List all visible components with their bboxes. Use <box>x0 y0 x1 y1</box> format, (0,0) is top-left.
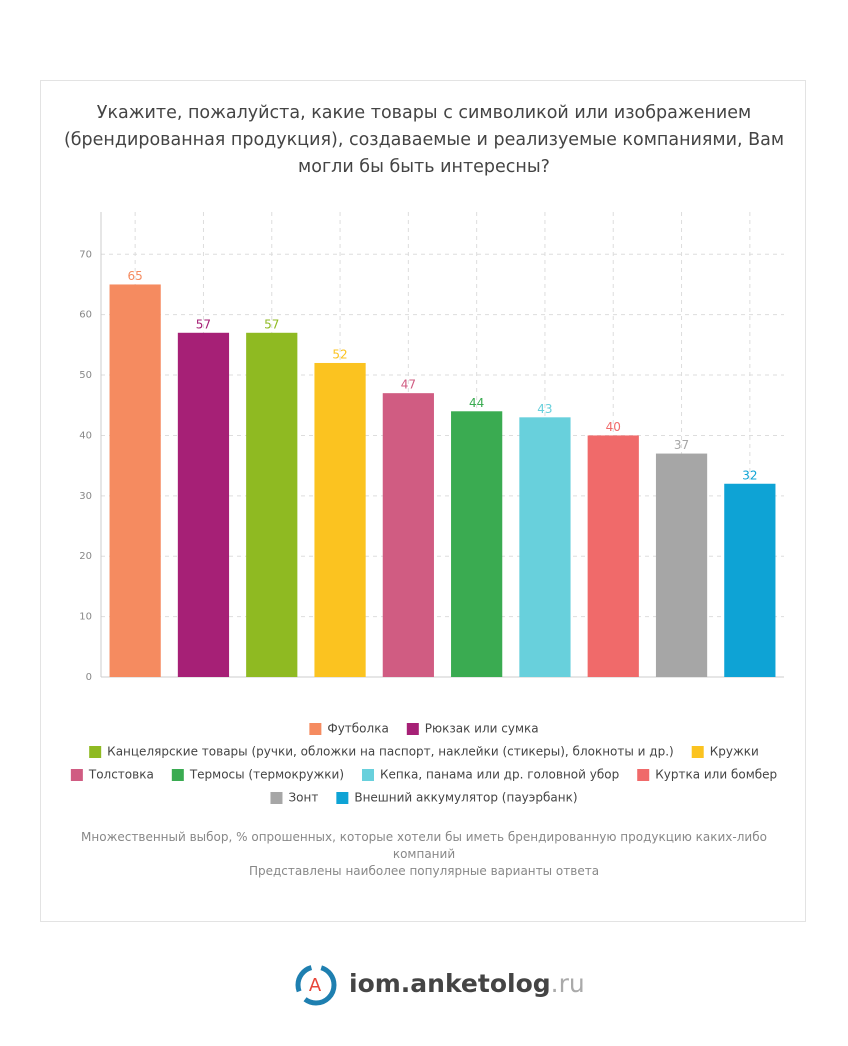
legend-item: Кружки <box>691 745 759 759</box>
legend-item: Зонт <box>270 791 318 805</box>
legend-label: Толстовка <box>88 768 154 782</box>
chart-title: Укажите, пожалуйста, какие товары с симв… <box>63 103 785 177</box>
legend-item: Куртка или бомбер <box>637 768 777 782</box>
logo-letter: A <box>309 975 322 996</box>
legend-swatch <box>70 769 83 781</box>
legend-item: Кепка, панама или др. головной убор <box>362 768 619 782</box>
legend-swatch <box>336 792 349 804</box>
logo-ring <box>295 964 337 1006</box>
y-tick-label: 0 <box>86 672 92 683</box>
legend-label: Термосы (термокружки) <box>189 768 344 782</box>
legend-label: Канцелярские товары (ручки, обложки на п… <box>107 745 674 759</box>
value-label: 57 <box>196 317 211 331</box>
logo-suffix: .ru <box>551 969 585 998</box>
legend-swatch <box>691 746 704 758</box>
logo: A iom.anketolog <box>295 964 551 1006</box>
y-tick-label: 20 <box>79 551 92 562</box>
legend-swatch <box>406 723 419 735</box>
bar <box>246 332 298 677</box>
legend-label: Внешний аккумулятор (пауэрбанк) <box>354 791 577 805</box>
legend-label: Кружки <box>710 745 759 759</box>
y-tick-label: 70 <box>79 249 92 260</box>
legend-swatch <box>309 723 322 735</box>
bar <box>655 453 708 677</box>
bar <box>587 435 639 677</box>
y-tick-label: 60 <box>79 310 92 321</box>
y-tick-label: 50 <box>79 370 92 381</box>
legend-label: Зонт <box>288 791 318 805</box>
legend-swatch <box>89 746 102 758</box>
bar <box>109 284 161 677</box>
value-label: 52 <box>332 347 347 361</box>
bar <box>177 332 230 677</box>
card <box>40 80 806 922</box>
legend-item: Канцелярские товары (ручки, обложки на п… <box>89 745 674 759</box>
legend-item: Толстовка <box>70 768 154 782</box>
value-label: 37 <box>674 438 689 452</box>
value-label: 47 <box>401 378 416 392</box>
bar <box>314 362 366 677</box>
value-label: 43 <box>537 402 552 416</box>
value-label: 65 <box>128 269 143 283</box>
value-label: 40 <box>606 420 621 434</box>
value-label: 32 <box>742 468 757 482</box>
legend-item: Футболка <box>309 722 389 736</box>
footnote: Множественный выбор, % опрошенных, котор… <box>70 829 778 880</box>
legend-swatch <box>637 769 650 781</box>
y-tick-label: 10 <box>79 612 92 623</box>
logo-name: iom.anketolog <box>349 969 551 998</box>
legend-item: Рюкзак или сумка <box>406 722 539 736</box>
bar <box>382 393 434 677</box>
legend-swatch <box>171 769 184 781</box>
note: Представлены наиболее популярные вариант… <box>248 864 600 878</box>
bar <box>724 483 776 677</box>
y-tick-label: 30 <box>79 491 92 502</box>
value-label: 57 <box>264 317 279 331</box>
legend-item: Внешний аккумулятор (пауэрбанк) <box>336 791 578 805</box>
value-label: 44 <box>469 396 484 410</box>
note: Множественный выбор, % опрошенных, котор… <box>81 830 767 861</box>
bar <box>451 411 503 677</box>
legend-swatch <box>270 792 283 804</box>
legend-item: Термосы (термокружки) <box>171 768 344 782</box>
legend-label: Кепка, панама или др. головной убор <box>380 768 619 782</box>
legend-label: Рюкзак или сумка <box>425 722 539 736</box>
legend-label: Куртка или бомбер <box>655 768 777 782</box>
legend-swatch <box>362 769 374 781</box>
legend-label: Футболка <box>327 722 388 736</box>
bar <box>519 417 571 677</box>
y-tick-label: 40 <box>79 430 92 441</box>
logo-inner <box>303 972 329 998</box>
